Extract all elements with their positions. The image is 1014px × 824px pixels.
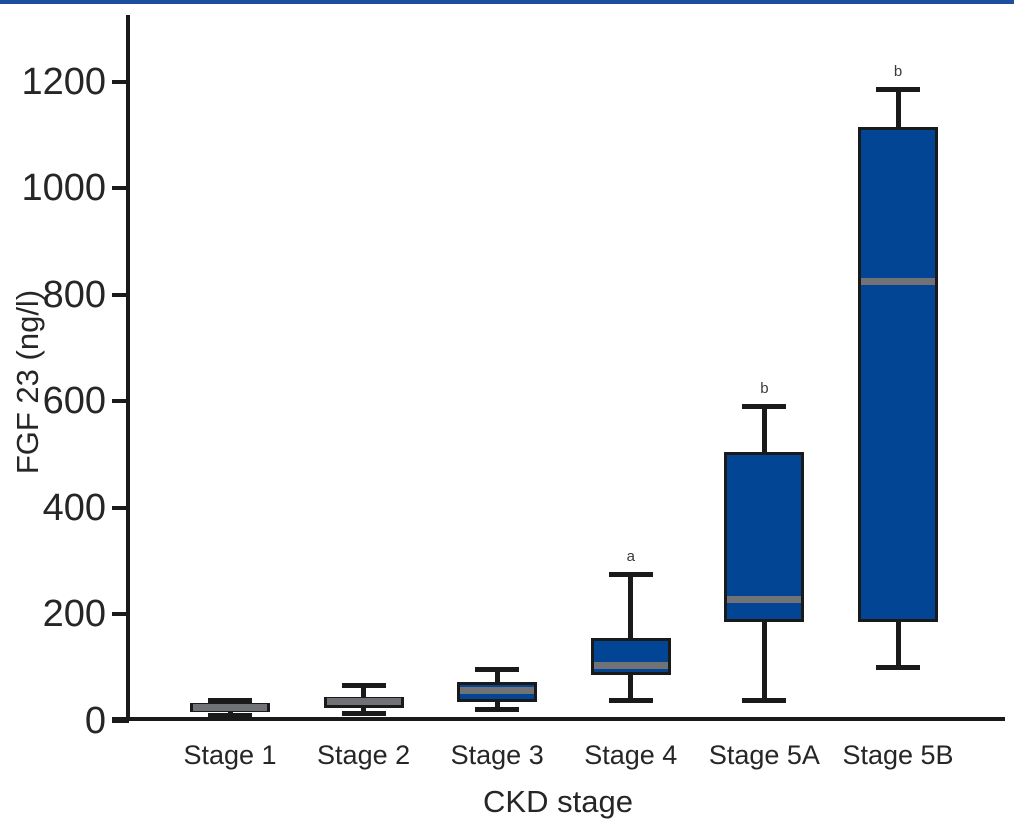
y-tick-label: 1000 [21, 167, 106, 209]
lower-whisker-line [494, 701, 500, 710]
x-category-label: Stage 3 [450, 740, 544, 770]
upper-whisker-line [628, 574, 634, 638]
median-line [326, 698, 401, 706]
median-line [593, 662, 668, 670]
median-line [460, 687, 535, 695]
y-axis-line [126, 15, 130, 721]
y-tick-label: 1200 [21, 60, 106, 103]
median-line [727, 595, 802, 603]
lower-whisker-cap [208, 712, 252, 718]
y-tick-label: 600 [42, 380, 106, 422]
lower-whisker-line [895, 621, 901, 668]
upper-whisker-cap [475, 667, 520, 673]
x-category-label: Stage 5A [708, 740, 820, 770]
y-tick-mark [112, 612, 129, 616]
y-tick-mark [112, 186, 129, 190]
upper-whisker-line [761, 406, 767, 452]
x-axis-line [112, 717, 1005, 721]
lower-whisker-cap [742, 698, 787, 704]
figure-top-border [0, 0, 1014, 4]
upper-whisker-cap [341, 683, 386, 689]
upper-whisker-cap [208, 697, 252, 703]
upper-whisker-cap [608, 571, 653, 577]
lower-whisker-cap [341, 710, 386, 716]
box-iqr [590, 637, 671, 676]
lower-whisker-line [628, 675, 634, 701]
upper-whisker-line [895, 89, 901, 127]
y-tick-label: 400 [42, 486, 106, 529]
x-category-label: Stage 1 [183, 740, 277, 770]
y-tick-mark [112, 505, 129, 510]
significance-label: a [626, 548, 635, 566]
significance-label: b [760, 380, 769, 398]
x-axis-title: CKD stage [483, 784, 633, 819]
x-category-label: Stage 4 [584, 740, 678, 770]
box-iqr [858, 126, 938, 622]
lower-whisker-cap [876, 664, 920, 670]
lower-whisker-line [761, 621, 767, 701]
y-tick-mark [112, 399, 129, 403]
box-iqr [724, 451, 805, 622]
y-tick-label: 800 [42, 273, 106, 316]
y-tick-mark [112, 718, 129, 723]
y-tick-mark [112, 79, 129, 84]
x-category-label: Stage 5B [842, 740, 954, 770]
lower-whisker-cap [475, 707, 520, 713]
upper-whisker-line [361, 685, 367, 698]
median-line [193, 703, 267, 711]
upper-whisker-line [494, 669, 500, 682]
median-line [861, 277, 935, 285]
lower-whisker-cap [608, 697, 653, 703]
x-category-label: Stage 2 [317, 740, 411, 770]
upper-whisker-cap [742, 403, 787, 409]
significance-label: b [893, 63, 903, 81]
upper-whisker-cap [876, 86, 920, 92]
y-tick-label: 0 [84, 699, 106, 742]
y-tick-label: 200 [42, 593, 106, 635]
y-tick-mark [112, 292, 129, 297]
y-axis-title: FGF 23 (ng/l) [10, 289, 45, 475]
